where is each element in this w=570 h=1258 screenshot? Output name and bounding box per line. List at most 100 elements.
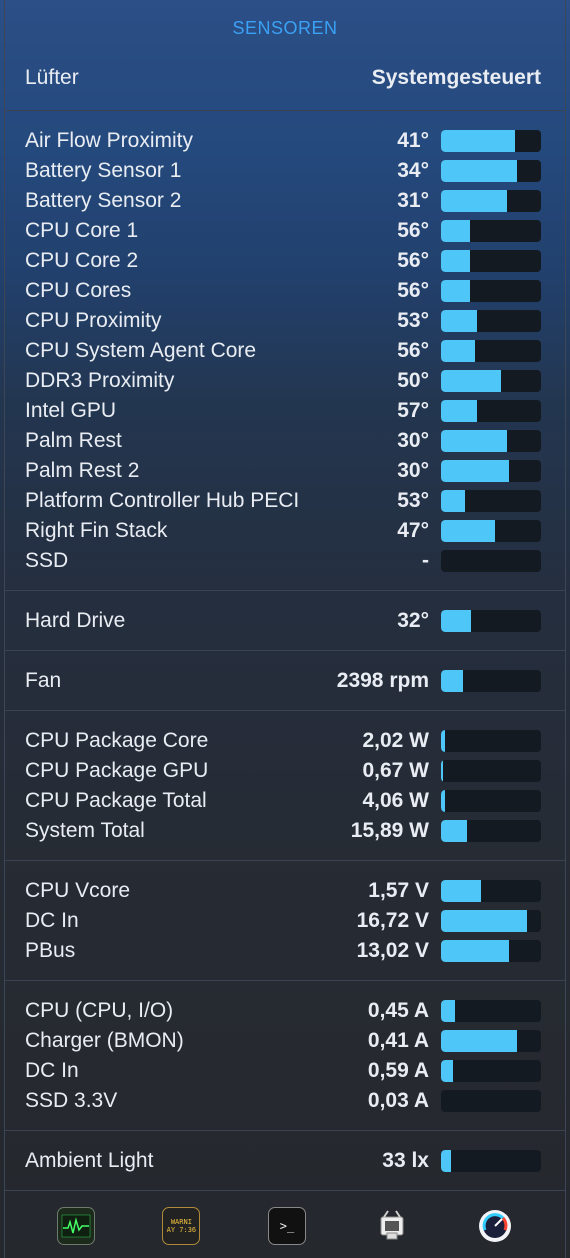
sensor-value: 16,72 V [356,909,429,932]
sensor-row[interactable]: Right Fin Stack 47° [25,516,541,546]
sensor-value: 47° [397,519,429,542]
sensor-row[interactable]: CPU Cores 56° [25,276,541,306]
sensor-label: CPU Cores [25,279,132,302]
sensor-value: 0,45 A [367,999,429,1022]
sensor-row[interactable]: Battery Sensor 1 34° [25,156,541,186]
sensor-row[interactable]: Hard Drive 32° [25,606,541,636]
sensor-value: 13,02 V [356,939,429,962]
sensor-value: 34° [397,159,429,182]
sensor-row[interactable]: PBus 13,02 V [25,936,541,966]
sensor-label: CPU Core 2 [25,249,139,272]
sensor-row[interactable]: SSD 3.3V 0,03 A [25,1086,541,1116]
sensor-row[interactable]: CPU Proximity 53° [25,306,541,336]
sensor-label: Fan [25,669,62,692]
sensor-level-bar [441,940,541,962]
sensor-row[interactable]: CPU Package Total 4,06 W [25,786,541,816]
sensor-row[interactable]: CPU System Agent Core 56° [25,336,541,366]
sensor-row[interactable]: Platform Controller Hub PECI 53° [25,486,541,516]
sensor-row[interactable]: Ambient Light 33 lx [25,1146,541,1176]
sensor-label: CPU Package Core [25,729,209,752]
sensor-label: DC In [25,909,79,932]
istat-icon[interactable] [477,1208,513,1244]
sensor-value: 31° [397,189,429,212]
sensor-row[interactable]: DC In 0,59 A [25,1056,541,1086]
sensor-level-fill [441,1000,455,1022]
sensor-value: 30° [397,459,429,482]
sensor-level-fill [441,880,481,902]
sensor-row[interactable]: CPU Vcore 1,57 V [25,876,541,906]
sensor-value: 53° [397,309,429,332]
sensor-level-fill [441,820,467,842]
fan-mode-value[interactable]: Systemgesteuert [371,66,541,89]
divider [5,590,565,591]
sensor-label: System Total [25,819,145,842]
light-section: Ambient Light 33 lx [25,1146,541,1176]
sensor-label: Intel GPU [25,399,117,422]
sensor-label: DC In [25,1059,79,1082]
sensor-row[interactable]: Intel GPU 57° [25,396,541,426]
system-information-icon[interactable] [374,1208,410,1244]
sensor-label: CPU Package Total [25,789,207,812]
sensor-level-bar [441,340,541,362]
sensor-level-fill [441,1030,517,1052]
activity-monitor-icon[interactable] [56,1207,95,1245]
sensor-row[interactable]: DC In 16,72 V [25,906,541,936]
sensor-label: CPU (CPU, I/O) [25,999,174,1022]
fan-mode-row[interactable]: Lüfter Systemgesteuert [25,64,541,92]
sensor-row[interactable]: Palm Rest 30° [25,426,541,456]
sensor-row[interactable]: CPU (CPU, I/O) 0,45 A [25,996,541,1026]
sensor-level-fill [441,490,465,512]
sensor-level-bar [441,220,541,242]
sensor-label: CPU Proximity [25,309,162,332]
sensor-value: 56° [397,219,429,242]
sensor-level-bar [441,880,541,902]
sensor-label: Hard Drive [25,609,126,632]
sensor-row[interactable]: CPU Package Core 2,02 W [25,726,541,756]
sensor-row[interactable]: CPU Core 2 56° [25,246,541,276]
sensor-value: 50° [397,369,429,392]
sensor-level-fill [441,520,495,542]
sensor-value: 4,06 W [362,789,429,812]
sensor-level-fill [441,250,470,272]
sensor-row[interactable]: DDR3 Proximity 50° [25,366,541,396]
divider [5,1130,565,1131]
sensor-level-fill [441,610,471,632]
sensor-level-fill [441,430,507,452]
sensor-row[interactable]: Fan 2398 rpm [25,666,541,696]
sensor-value: 56° [397,249,429,272]
sensor-row[interactable]: Charger (BMON) 0,41 A [25,1026,541,1056]
sensor-level-fill [441,730,445,752]
sensors-panel: SENSOREN Lüfter Systemgesteuert Air Flow… [4,0,566,1258]
sensor-level-bar [441,490,541,512]
sensor-value: 0,41 A [367,1029,429,1052]
voltage-section: CPU Vcore 1,57 V DC In 16,72 V PBus 13,02 V [25,876,541,966]
sensor-level-bar [441,760,541,782]
sensor-row[interactable]: Battery Sensor 2 31° [25,186,541,216]
power-section: CPU Package Core 2,02 W CPU Package GPU 0,6… [25,726,541,846]
sensor-row[interactable]: System Total 15,89 W [25,816,541,846]
sensor-level-bar [441,610,541,632]
sensor-row[interactable]: CPU Package GPU 0,67 W [25,756,541,786]
sensor-value: 32° [397,609,429,632]
sensor-level-bar [441,400,541,422]
drive-section: Hard Drive 32° [25,606,541,636]
sensor-value: 56° [397,339,429,362]
sensor-value: 1,57 V [368,879,429,902]
sensor-row[interactable]: SSD - [25,546,541,576]
sensor-value: 0,59 A [367,1059,429,1082]
sensor-label: Charger (BMON) [25,1029,184,1052]
sensor-label: Battery Sensor 1 [25,159,182,182]
sensor-level-bar [441,160,541,182]
sensor-level-bar [441,1150,541,1172]
terminal-icon[interactable]: >_ [267,1207,306,1245]
sensor-row[interactable]: CPU Core 1 56° [25,216,541,246]
sensor-level-fill [441,910,527,932]
sensor-level-bar [441,130,541,152]
sensor-value: 15,89 W [350,819,429,842]
console-icon[interactable]: WARNI AY 7:36 [162,1207,201,1245]
sensor-label: Right Fin Stack [25,519,168,542]
divider [5,860,565,861]
sensor-row[interactable]: Palm Rest 2 30° [25,456,541,486]
sensor-row[interactable]: Air Flow Proximity 41° [25,126,541,156]
sensor-level-bar [441,670,541,692]
